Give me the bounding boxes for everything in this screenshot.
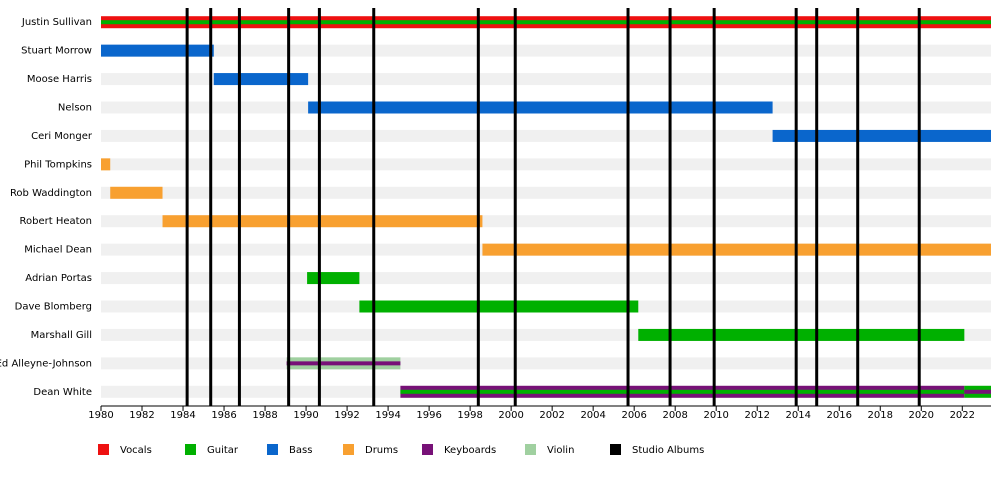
x-tick-label: 1980	[88, 410, 113, 421]
member-span	[101, 20, 991, 25]
x-tick-label: 2010	[703, 410, 728, 421]
member-span	[308, 101, 773, 114]
legend-label: Guitar	[207, 445, 239, 456]
member-span	[101, 158, 111, 171]
member-label: Moose Harris	[27, 74, 92, 85]
legend-label: Studio Albums	[632, 445, 704, 456]
x-tick-label: 2006	[621, 410, 646, 421]
legend-swatch	[422, 444, 433, 455]
row-stripe	[101, 158, 991, 171]
legend-label: Vocals	[120, 445, 152, 456]
member-span	[101, 44, 214, 57]
legend-swatch	[267, 444, 278, 455]
x-tick-label: 2014	[786, 410, 811, 421]
x-tick-label: 2000	[498, 410, 523, 421]
legend-label: Violin	[547, 445, 574, 456]
member-label: Ceri Monger	[31, 131, 93, 142]
member-span	[162, 215, 483, 228]
x-tick-label: 1992	[334, 410, 359, 421]
row-stripe	[101, 44, 991, 57]
member-span	[286, 361, 401, 366]
legend-swatch	[343, 444, 354, 455]
legend-swatch	[610, 444, 621, 455]
x-tick-label: 1998	[457, 410, 482, 421]
member-label: Phil Tompkins	[24, 159, 92, 170]
member-label: Marshall Gill	[31, 330, 92, 341]
x-tick-label: 2022	[950, 410, 975, 421]
member-label: Stuart Morrow	[21, 46, 92, 57]
member-label: Adrian Portas	[25, 273, 92, 284]
x-tick-label: 2008	[662, 410, 687, 421]
row-stripe	[101, 73, 991, 86]
x-tick-label: 1982	[129, 410, 154, 421]
member-span	[307, 272, 360, 285]
legend-label: Drums	[365, 445, 398, 456]
x-tick-label: 2012	[744, 410, 769, 421]
x-tick-label: 2004	[580, 410, 605, 421]
x-tick-label: 2020	[909, 410, 934, 421]
legend-swatch	[98, 444, 109, 455]
member-label: Rob Waddington	[10, 188, 92, 199]
legend-label: Bass	[289, 445, 312, 456]
legend-swatch	[525, 444, 536, 455]
member-span	[638, 328, 965, 341]
member-span	[359, 300, 639, 313]
legend-swatch	[185, 444, 196, 455]
x-tick-label: 1986	[211, 410, 236, 421]
member-label: Ed Alleyne-Johnson	[0, 358, 92, 369]
member-span	[213, 73, 309, 86]
x-tick-label: 2018	[868, 410, 893, 421]
legend-label: Keyboards	[444, 445, 496, 456]
x-tick-label: 1990	[293, 410, 318, 421]
x-tick-label: 2016	[827, 410, 852, 421]
x-tick-label: 2002	[539, 410, 564, 421]
x-tick-label: 1984	[170, 410, 195, 421]
member-label: Justin Sullivan	[21, 17, 92, 28]
x-tick-label: 1996	[416, 410, 441, 421]
member-label: Dave Blomberg	[15, 302, 92, 313]
member-span	[482, 243, 991, 256]
member-label: Nelson	[58, 103, 92, 114]
x-tick-label: 1988	[252, 410, 277, 421]
member-label: Robert Heaton	[19, 216, 92, 227]
x-tick-label: 1994	[375, 410, 400, 421]
member-span	[110, 186, 163, 199]
member-label: Dean White	[33, 387, 92, 398]
member-span	[400, 389, 965, 394]
member-label: Michael Dean	[24, 245, 92, 256]
row-stripe	[101, 129, 991, 142]
member-span	[772, 129, 991, 142]
row-stripe	[101, 186, 991, 199]
member-span	[964, 389, 991, 394]
